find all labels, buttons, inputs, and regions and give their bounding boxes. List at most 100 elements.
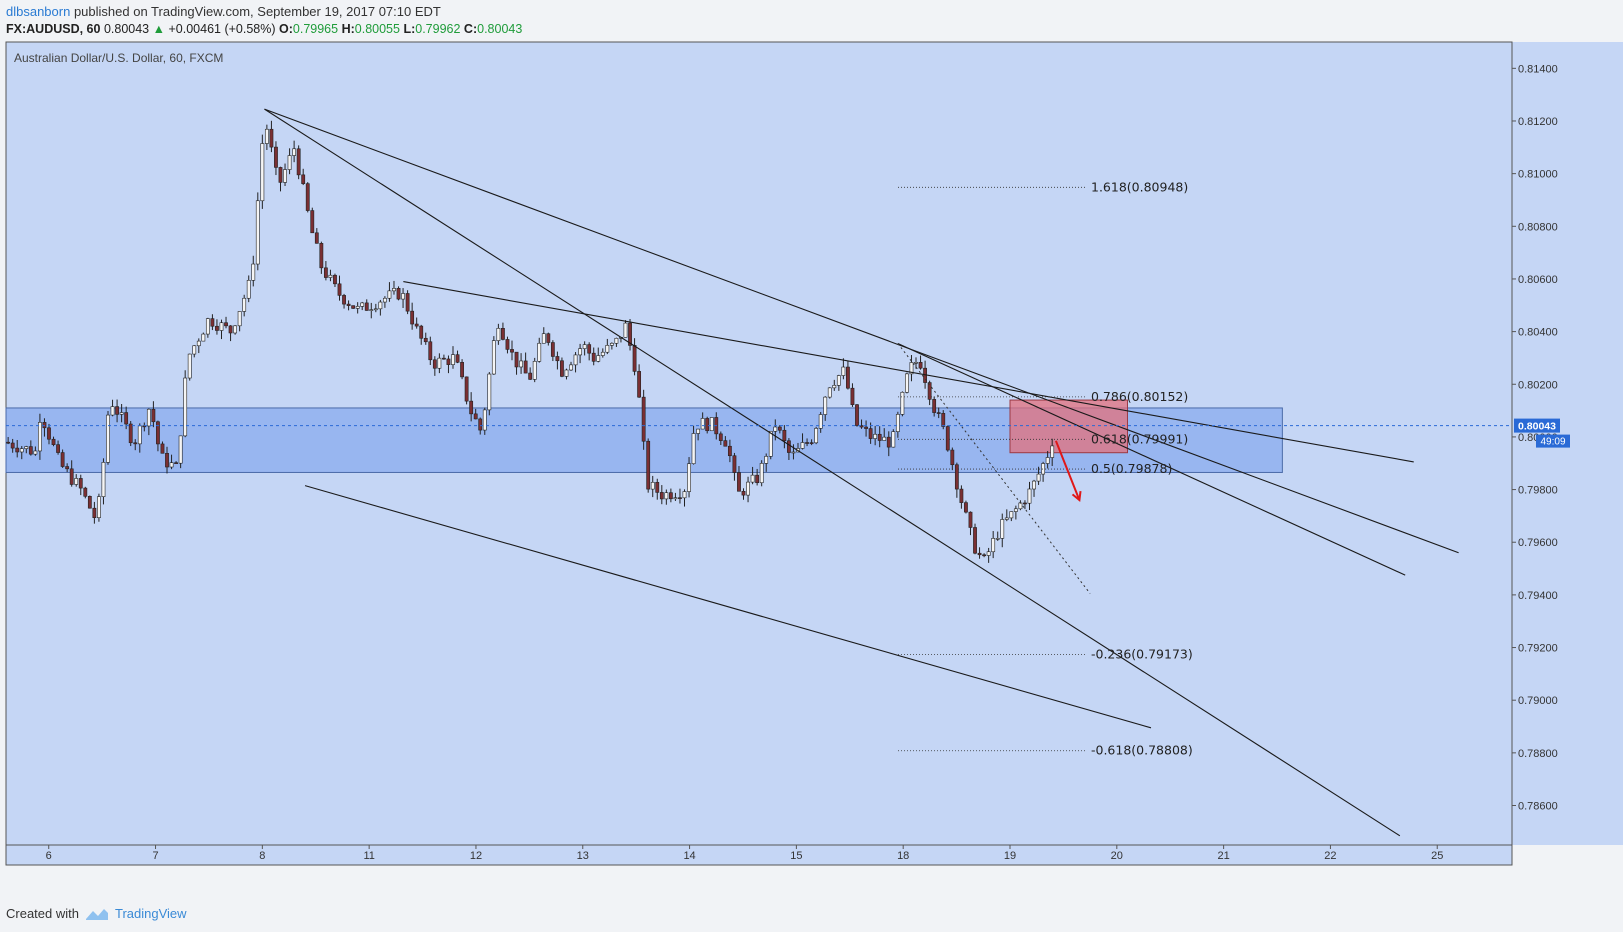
candle-body[interactable] — [178, 435, 183, 464]
candle-body[interactable] — [519, 360, 523, 368]
candle-body[interactable] — [360, 302, 365, 307]
candle-body[interactable] — [723, 440, 728, 447]
candle-body[interactable] — [886, 436, 891, 448]
candle-body[interactable] — [128, 423, 133, 444]
candle-body[interactable] — [56, 444, 60, 453]
candle-body[interactable] — [473, 413, 478, 420]
candle-body[interactable] — [945, 426, 950, 451]
candle-body[interactable] — [328, 274, 333, 278]
candle-body[interactable] — [650, 481, 655, 490]
candle-body[interactable] — [278, 167, 283, 183]
candle-body[interactable] — [38, 422, 42, 452]
candle-body[interactable] — [691, 433, 696, 465]
candle-body[interactable] — [264, 128, 269, 144]
candle-body[interactable] — [378, 301, 383, 310]
candle-body[interactable] — [423, 337, 428, 343]
candle-body[interactable] — [1023, 502, 1027, 505]
candle-body[interactable] — [973, 527, 977, 554]
candle-body[interactable] — [759, 463, 764, 484]
candle-body[interactable] — [187, 353, 192, 379]
trendline[interactable] — [264, 108, 1459, 554]
candle-body[interactable] — [605, 345, 610, 353]
candle-body[interactable] — [600, 351, 605, 356]
candle-body[interactable] — [501, 328, 505, 340]
candle-body[interactable] — [215, 325, 219, 331]
candle-body[interactable] — [932, 399, 937, 413]
candle-body[interactable] — [659, 492, 664, 500]
candle-body[interactable] — [469, 400, 474, 415]
trendline[interactable] — [304, 485, 1152, 729]
candle-body[interactable] — [296, 148, 301, 176]
candle-body[interactable] — [941, 413, 946, 427]
candle-body[interactable] — [442, 357, 446, 360]
candle-body[interactable] — [541, 333, 546, 344]
candle-body[interactable] — [1000, 519, 1005, 539]
candle-body[interactable] — [319, 243, 324, 269]
candle-body[interactable] — [982, 554, 986, 557]
candle-body[interactable] — [968, 511, 973, 528]
candle-body[interactable] — [827, 387, 832, 398]
candle-body[interactable] — [269, 128, 274, 148]
candle-body[interactable] — [959, 488, 964, 503]
candle-body[interactable] — [977, 552, 982, 556]
candle-body[interactable] — [564, 369, 569, 377]
candle-body[interactable] — [532, 361, 537, 380]
candle-body[interactable] — [964, 502, 968, 513]
candle-body[interactable] — [596, 355, 601, 362]
candle-body[interactable] — [614, 337, 619, 344]
candle-body[interactable] — [337, 283, 342, 296]
candle-body[interactable] — [224, 322, 228, 327]
candle-body[interactable] — [351, 305, 356, 309]
candle-body[interactable] — [15, 447, 20, 453]
candle-body[interactable] — [183, 377, 188, 437]
candle-body[interactable] — [346, 303, 351, 306]
time-axis[interactable] — [5, 844, 1513, 866]
candle-body[interactable] — [428, 341, 433, 361]
trendline[interactable] — [264, 108, 1401, 837]
candle-body[interactable] — [555, 356, 560, 362]
candle-body[interactable] — [42, 422, 47, 429]
candle-body[interactable] — [528, 372, 533, 380]
candle-body[interactable] — [514, 351, 519, 368]
candle-body[interactable] — [578, 348, 582, 356]
candle-body[interactable] — [655, 481, 660, 493]
candle-body[interactable] — [1018, 502, 1023, 510]
candle-body[interactable] — [369, 309, 374, 311]
candle-body[interactable] — [882, 436, 887, 441]
candle-body[interactable] — [146, 408, 151, 427]
candle-body[interactable] — [537, 342, 542, 362]
candle-body[interactable] — [696, 428, 701, 434]
candle-body[interactable] — [809, 442, 814, 444]
candle-body[interactable] — [305, 183, 310, 211]
candle-body[interactable] — [510, 349, 514, 353]
candle-body[interactable] — [482, 409, 487, 431]
tradingview-brand-link[interactable]: TradingView — [114, 906, 187, 921]
candle-body[interactable] — [396, 288, 401, 300]
candle-body[interactable] — [491, 340, 496, 375]
candle-body[interactable] — [260, 143, 265, 202]
candle-body[interactable] — [97, 496, 101, 518]
candle-body[interactable] — [110, 406, 115, 416]
candle-body[interactable] — [927, 382, 932, 400]
candle-body[interactable] — [1032, 480, 1036, 490]
candle-body[interactable] — [1045, 457, 1050, 464]
candle-body[interactable] — [410, 310, 415, 325]
candle-body[interactable] — [818, 414, 823, 429]
candle-body[interactable] — [74, 478, 79, 485]
candle-body[interactable] — [718, 433, 723, 441]
candle-body[interactable] — [283, 169, 287, 183]
candle-body[interactable] — [246, 280, 251, 299]
candle-body[interactable] — [823, 396, 828, 415]
candle-body[interactable] — [355, 306, 360, 309]
trendline[interactable] — [403, 281, 1414, 463]
candle-body[interactable] — [196, 340, 201, 347]
candle-body[interactable] — [228, 325, 233, 334]
candle-body[interactable] — [668, 492, 673, 500]
candle-body[interactable] — [201, 333, 206, 342]
candle-body[interactable] — [432, 359, 437, 369]
candle-body[interactable] — [687, 463, 691, 492]
candle-body[interactable] — [287, 155, 292, 170]
candle-body[interactable] — [900, 391, 905, 415]
red-arrow[interactable] — [1054, 440, 1081, 501]
candle-body[interactable] — [737, 472, 741, 492]
